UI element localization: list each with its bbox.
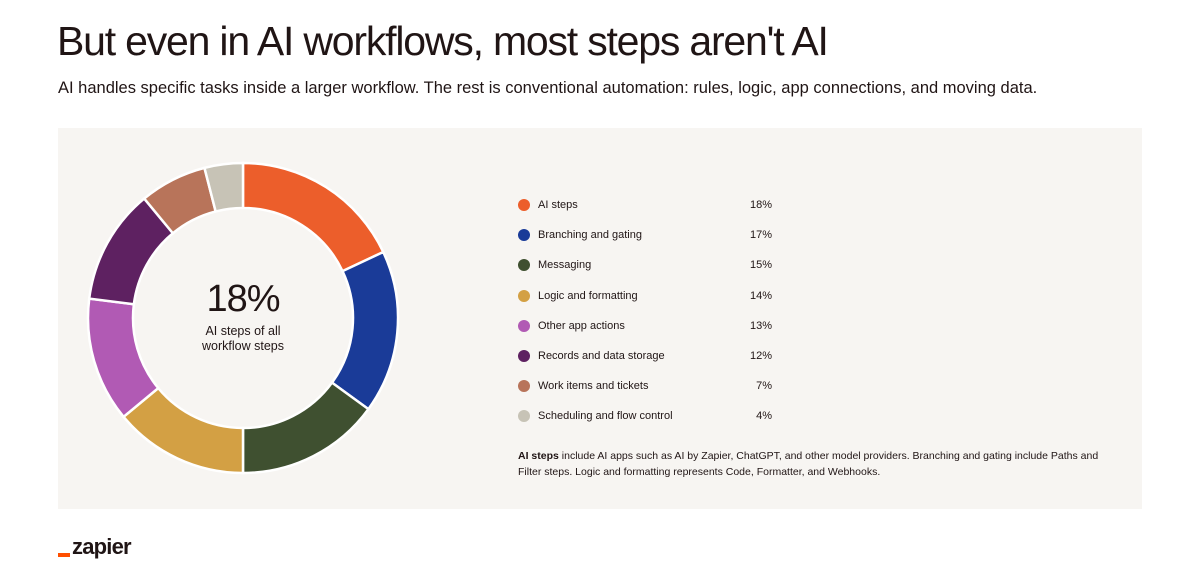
legend-value: 12% bbox=[749, 350, 772, 363]
legend-item-messaging: Messaging 15% bbox=[518, 250, 778, 280]
legend-value: 7% bbox=[756, 380, 772, 393]
donut-slice-ai-steps bbox=[241, 161, 385, 273]
donut-slice-messaging bbox=[241, 380, 371, 475]
legend-item-scheduling-and-flow-control: Scheduling and flow control 4% bbox=[518, 401, 778, 431]
legend-label: Logic and formatting bbox=[538, 289, 638, 302]
legend-item-logic-and-formatting: Logic and formatting 14% bbox=[518, 281, 778, 311]
legend-value: 17% bbox=[749, 229, 772, 242]
donut-slice-scheduling-and-flow-control bbox=[202, 161, 245, 213]
legend-label: AI steps bbox=[538, 199, 578, 212]
page-subtitle: AI handles specific tasks inside a large… bbox=[58, 79, 1038, 97]
legend-item-work-items-and-tickets: Work items and tickets 7% bbox=[518, 371, 778, 401]
footnote: AI steps include AI apps such as AI by Z… bbox=[518, 449, 1108, 480]
zapier-logo: zapier bbox=[58, 534, 132, 560]
page-title: But even in AI workflows, most steps are… bbox=[57, 18, 829, 64]
legend-label: Work items and tickets bbox=[538, 380, 649, 393]
legend-value: 4% bbox=[756, 410, 772, 423]
center-label-line2: workflow steps bbox=[202, 339, 284, 353]
legend-value: 18% bbox=[749, 199, 772, 212]
legend-label: Other app actions bbox=[538, 319, 625, 332]
legend-swatch bbox=[518, 289, 530, 302]
legend-label: Messaging bbox=[538, 259, 592, 272]
legend-swatch bbox=[518, 319, 530, 332]
donut-chart bbox=[86, 161, 400, 475]
legend-swatch bbox=[518, 350, 530, 363]
legend-value: 15% bbox=[749, 259, 772, 272]
legend-value: 13% bbox=[749, 319, 772, 332]
center-label-line1: AI steps of all bbox=[205, 324, 281, 338]
legend-label: Records and data storage bbox=[538, 350, 665, 363]
legend-item-other-app-actions: Other app actions 13% bbox=[518, 311, 778, 341]
legend-item-branching-and-gating: Branching and gating 17% bbox=[518, 220, 778, 250]
legend-swatch bbox=[518, 199, 530, 212]
legend-swatch bbox=[518, 380, 530, 393]
legend-item-records-and-data-storage: Records and data storage 12% bbox=[518, 341, 778, 371]
legend-swatch bbox=[518, 229, 530, 242]
chart-panel: 18% AI steps of all workflow steps AI st… bbox=[58, 128, 1142, 509]
donut-slice-branching-and-gating bbox=[330, 250, 400, 411]
logo-underscore-mark bbox=[58, 553, 70, 557]
logo-text: zapier bbox=[72, 534, 132, 559]
center-label: AI steps of all workflow steps bbox=[178, 324, 308, 354]
legend-item-ai-steps: AI steps 18% bbox=[518, 190, 778, 220]
footnote-text: include AI apps such as AI by Zapier, Ch… bbox=[518, 450, 1099, 478]
legend-swatch bbox=[518, 259, 530, 272]
chart-legend: AI steps 18% Branching and gating 17% Messag… bbox=[518, 190, 778, 432]
footnote-bold: AI steps bbox=[518, 450, 559, 462]
legend-label: Scheduling and flow control bbox=[538, 410, 673, 423]
legend-label: Branching and gating bbox=[538, 229, 642, 242]
center-value: 18% bbox=[206, 278, 280, 320]
legend-swatch bbox=[518, 410, 530, 423]
legend-value: 14% bbox=[749, 289, 772, 302]
